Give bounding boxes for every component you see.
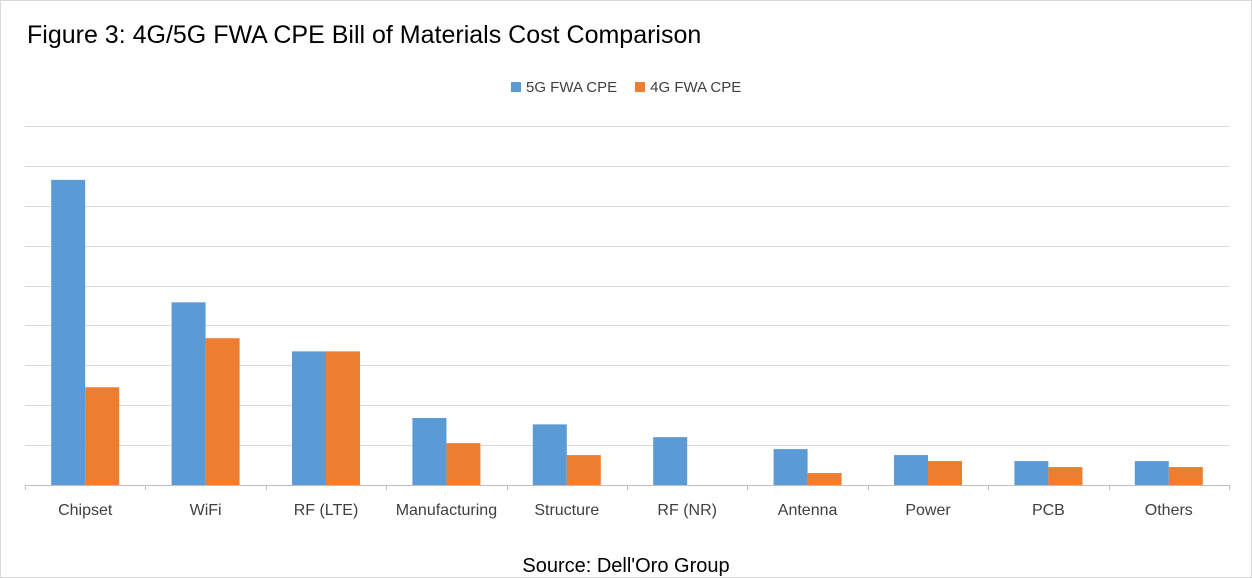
bar-5g-others	[1134, 461, 1169, 485]
x-tick-label: PCB	[1032, 502, 1065, 519]
bar-4g-rf-lte	[326, 351, 360, 485]
legend-item-4g: 4G FWA CPE	[635, 79, 741, 96]
bar-5g-pcb	[1014, 461, 1049, 485]
bar-4g-pcb	[1048, 467, 1083, 485]
bar-5g-wifi	[171, 302, 206, 485]
x-tick-label: Structure	[534, 502, 599, 519]
bar-4g-power	[928, 461, 962, 485]
bar-5g-antenna	[773, 449, 808, 485]
x-tick-label: Manufacturing	[396, 502, 497, 519]
legend-label-5g: 5G FWA CPE	[526, 78, 618, 96]
legend-swatch-5g	[511, 82, 521, 92]
bar-4g-others	[1168, 467, 1203, 485]
bar-5g-chipset	[51, 179, 86, 485]
bar-5g-rf-nr	[653, 437, 688, 485]
x-tick-label: Antenna	[778, 502, 838, 519]
bar-4g-chipset	[85, 387, 120, 485]
x-tick-label: Others	[1145, 502, 1193, 519]
legend-label-4g: 4G FWA CPE	[650, 78, 742, 96]
bar-5g-manufacturing	[412, 417, 447, 485]
chart-source: Source: Dell'Oro Group	[522, 555, 730, 577]
bar-5g-structure	[532, 424, 567, 485]
bar-4g-wifi	[205, 338, 240, 485]
x-tick-label: WiFi	[190, 502, 222, 519]
legend-item-5g: 5G FWA CPE	[511, 79, 617, 96]
x-tick-label: Power	[905, 502, 951, 519]
bar-4g-manufacturing	[446, 443, 481, 485]
legend-swatch-4g	[635, 82, 646, 92]
bar-4g-antenna	[807, 473, 842, 485]
chart-legend: 5G FWA CPE 4G FWA CPE	[511, 77, 759, 97]
chart-title: Figure 3: 4G/5G FWA CPE Bill of Material…	[27, 21, 702, 49]
bar-5g-rf-lte	[292, 351, 326, 485]
x-tick-label: Chipset	[58, 502, 113, 519]
bar-4g-structure	[566, 455, 601, 485]
bar-5g-power	[894, 455, 928, 485]
x-tick-label: RF (LTE)	[294, 502, 359, 519]
x-tick-label: RF (NR)	[657, 502, 717, 519]
